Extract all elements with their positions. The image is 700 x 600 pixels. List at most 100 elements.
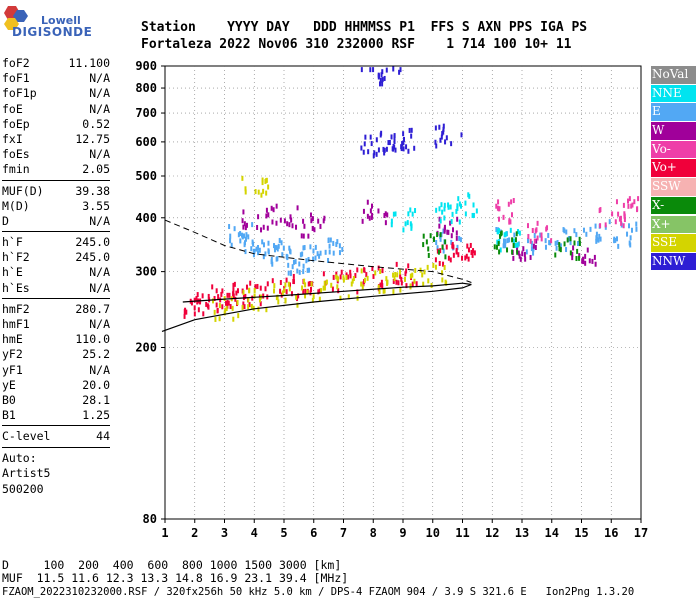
data-point	[227, 300, 230, 306]
data-point	[576, 248, 579, 254]
data-point	[498, 216, 501, 222]
data-point	[220, 291, 223, 297]
data-point	[422, 242, 425, 248]
data-point	[325, 279, 328, 285]
data-point	[440, 134, 443, 140]
data-point	[225, 306, 228, 312]
data-point	[289, 214, 292, 220]
data-point	[340, 269, 343, 275]
data-point	[347, 294, 350, 300]
data-point	[241, 175, 244, 181]
data-point	[393, 134, 396, 140]
data-point	[464, 200, 467, 206]
data-point	[363, 277, 366, 283]
data-point	[411, 272, 414, 278]
data-point	[294, 259, 297, 265]
param-separator	[2, 446, 110, 448]
data-point	[302, 245, 305, 251]
data-point	[309, 280, 312, 286]
data-point	[573, 240, 576, 246]
data-point	[250, 246, 253, 252]
y-tick-label: 400	[135, 211, 157, 225]
legend: NoVal NNE E W Vo- Vo+ SSW X- X+ SSE NNW	[651, 66, 696, 272]
data-point	[339, 295, 342, 301]
data-point	[465, 253, 468, 259]
data-point	[350, 281, 353, 287]
data-point	[310, 218, 313, 224]
data-point	[402, 131, 405, 137]
data-point	[540, 232, 543, 238]
data-point	[324, 249, 327, 255]
data-point	[617, 211, 620, 217]
data-point	[281, 290, 284, 296]
data-point	[413, 278, 416, 284]
data-point	[511, 237, 514, 243]
data-point	[287, 281, 290, 287]
param-value: 1.25	[82, 408, 110, 423]
data-point	[332, 240, 335, 246]
data-point	[360, 67, 363, 73]
data-point	[257, 250, 260, 256]
data-point	[367, 149, 370, 155]
data-point	[504, 243, 507, 249]
data-point	[243, 304, 246, 310]
data-point	[527, 233, 530, 239]
data-point	[540, 236, 543, 242]
data-point	[257, 214, 260, 220]
data-point	[519, 256, 522, 262]
data-point	[259, 285, 262, 291]
data-point	[516, 242, 519, 248]
data-point	[309, 290, 312, 296]
data-point	[447, 229, 450, 235]
data-point	[261, 180, 264, 186]
data-point	[288, 282, 291, 288]
data-point	[436, 232, 439, 238]
data-point	[229, 304, 232, 310]
data-point	[264, 178, 267, 184]
data-point	[458, 219, 461, 225]
data-point	[262, 254, 265, 260]
data-point	[242, 301, 245, 307]
data-point	[256, 283, 259, 289]
data-point	[442, 261, 445, 267]
data-point	[307, 233, 310, 239]
data-point	[527, 238, 530, 244]
data-point	[581, 258, 584, 264]
data-point	[550, 238, 553, 244]
data-point	[471, 212, 474, 218]
data-point	[392, 278, 395, 284]
data-point	[378, 289, 381, 295]
data-point	[450, 141, 453, 147]
param-value: N/A	[89, 265, 110, 280]
data-point	[565, 247, 568, 253]
data-point	[372, 273, 375, 279]
data-point	[444, 254, 447, 260]
data-point	[352, 275, 355, 281]
data-point	[499, 231, 502, 237]
data-point	[295, 224, 298, 230]
data-point	[302, 233, 305, 239]
data-point	[302, 269, 305, 275]
data-point	[458, 201, 461, 207]
data-point	[622, 202, 625, 208]
legend-item: NoVal	[651, 66, 696, 84]
data-point	[332, 274, 335, 280]
profile-curve-dashed	[164, 219, 472, 283]
data-point	[451, 227, 454, 233]
param-row: hmE 110.0	[2, 332, 110, 347]
y-tick-label: 500	[135, 169, 157, 183]
data-point	[509, 227, 512, 233]
data-point	[312, 256, 315, 262]
data-point	[595, 231, 598, 237]
data-point	[468, 193, 471, 199]
data-point	[260, 192, 263, 198]
data-point	[516, 249, 519, 255]
data-point	[558, 242, 561, 248]
data-point	[323, 285, 326, 291]
data-point	[381, 268, 384, 274]
data-point	[575, 256, 578, 262]
param-separator	[2, 425, 110, 427]
data-point	[381, 77, 384, 83]
data-point	[255, 246, 258, 252]
data-point	[288, 222, 291, 228]
